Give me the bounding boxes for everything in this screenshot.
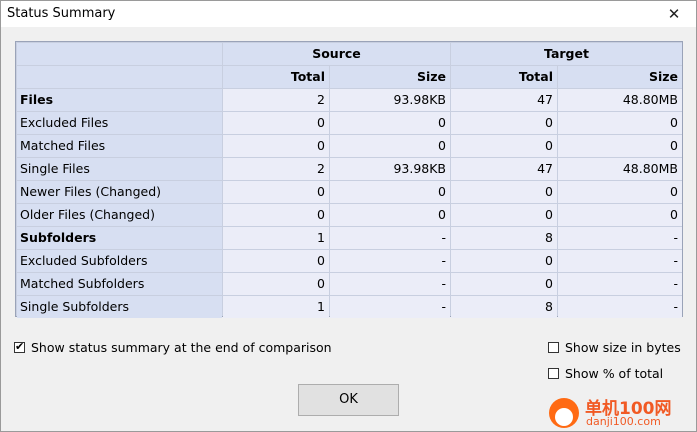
target-total-cell: 47 <box>451 89 557 111</box>
source-total-cell: 0 <box>223 181 329 203</box>
window-title: Status Summary <box>7 6 116 21</box>
target-size-cell: - <box>558 296 682 318</box>
watermark-text: 单机100网 <box>585 399 672 419</box>
target-total-cell: 0 <box>451 181 557 203</box>
logo-icon <box>549 398 579 428</box>
watermark-logo: 单机100网 danji100.com <box>549 394 697 432</box>
target-total-cell: 8 <box>451 296 557 318</box>
watermark-url: danji100.com <box>586 415 661 428</box>
source-total-cell: 0 <box>223 250 329 272</box>
target-size-cell: - <box>558 227 682 249</box>
target-size-cell: 0 <box>558 135 682 157</box>
checkbox-box[interactable] <box>548 368 559 379</box>
row-label: Excluded Subfolders <box>17 250 222 272</box>
target-header: Target <box>451 43 682 65</box>
row-label: Files <box>17 89 222 111</box>
target-total-cell: 8 <box>451 227 557 249</box>
source-size-cell: - <box>330 296 450 318</box>
header-blank <box>17 43 222 65</box>
source-size-cell: 0 <box>330 204 450 226</box>
checkbox-box[interactable] <box>14 340 25 353</box>
row-label: Matched Subfolders <box>17 273 222 295</box>
target-size-cell: 0 <box>558 204 682 226</box>
source-size-cell: - <box>330 250 450 272</box>
checkbox-box[interactable] <box>548 342 559 353</box>
row-label: Subfolders <box>17 227 222 249</box>
source-total-cell: 0 <box>223 112 329 134</box>
source-size-cell: - <box>330 227 450 249</box>
header-blank <box>17 66 222 88</box>
show-bytes-label: Show size in bytes <box>565 340 681 355</box>
source-total-cell: 0 <box>223 204 329 226</box>
show-percent-label: Show % of total <box>565 366 664 381</box>
target-total-cell: 47 <box>451 158 557 180</box>
show-summary-checkbox[interactable]: Show status summary at the end of compar… <box>14 340 332 355</box>
target-size-cell: 48.80MB <box>558 158 682 180</box>
target-size-cell: 0 <box>558 181 682 203</box>
target-total-header: Total <box>451 66 557 88</box>
source-size-cell: 0 <box>330 112 450 134</box>
target-total-cell: 0 <box>451 112 557 134</box>
source-size-cell: 0 <box>330 135 450 157</box>
source-header: Source <box>223 43 450 65</box>
source-total-header: Total <box>223 66 329 88</box>
target-total-cell: 0 <box>451 250 557 272</box>
source-size-cell: 93.98KB <box>330 158 450 180</box>
show-bytes-checkbox[interactable]: Show size in bytes <box>548 340 681 355</box>
title-bar: Status Summary ✕ <box>1 1 696 27</box>
source-total-cell: 1 <box>223 296 329 318</box>
row-label: Single Files <box>17 158 222 180</box>
source-total-cell: 1 <box>223 227 329 249</box>
source-total-cell: 0 <box>223 273 329 295</box>
row-label: Newer Files (Changed) <box>17 181 222 203</box>
source-total-cell: 2 <box>223 158 329 180</box>
target-total-cell: 0 <box>451 135 557 157</box>
close-icon[interactable]: ✕ <box>667 5 681 23</box>
target-size-cell: - <box>558 273 682 295</box>
source-size-header: Size <box>330 66 450 88</box>
row-label: Matched Files <box>17 135 222 157</box>
show-percent-checkbox[interactable]: Show % of total <box>548 366 663 381</box>
summary-table: Source Target Total Size Total Size Files 2 93.9… <box>15 41 683 318</box>
target-size-cell: 0 <box>558 112 682 134</box>
target-total-cell: 0 <box>451 204 557 226</box>
row-label: Single Subfolders <box>17 296 222 318</box>
row-label: Excluded Files <box>17 112 222 134</box>
target-size-cell: 48.80MB <box>558 89 682 111</box>
row-label: Older Files (Changed) <box>17 204 222 226</box>
ok-button[interactable]: OK <box>298 384 399 416</box>
source-size-cell: - <box>330 273 450 295</box>
target-size-header: Size <box>558 66 682 88</box>
source-size-cell: 93.98KB <box>330 89 450 111</box>
show-summary-label: Show status summary at the end of compar… <box>31 340 332 355</box>
source-total-cell: 0 <box>223 135 329 157</box>
source-total-cell: 2 <box>223 89 329 111</box>
source-size-cell: 0 <box>330 181 450 203</box>
target-size-cell: - <box>558 250 682 272</box>
target-total-cell: 0 <box>451 273 557 295</box>
